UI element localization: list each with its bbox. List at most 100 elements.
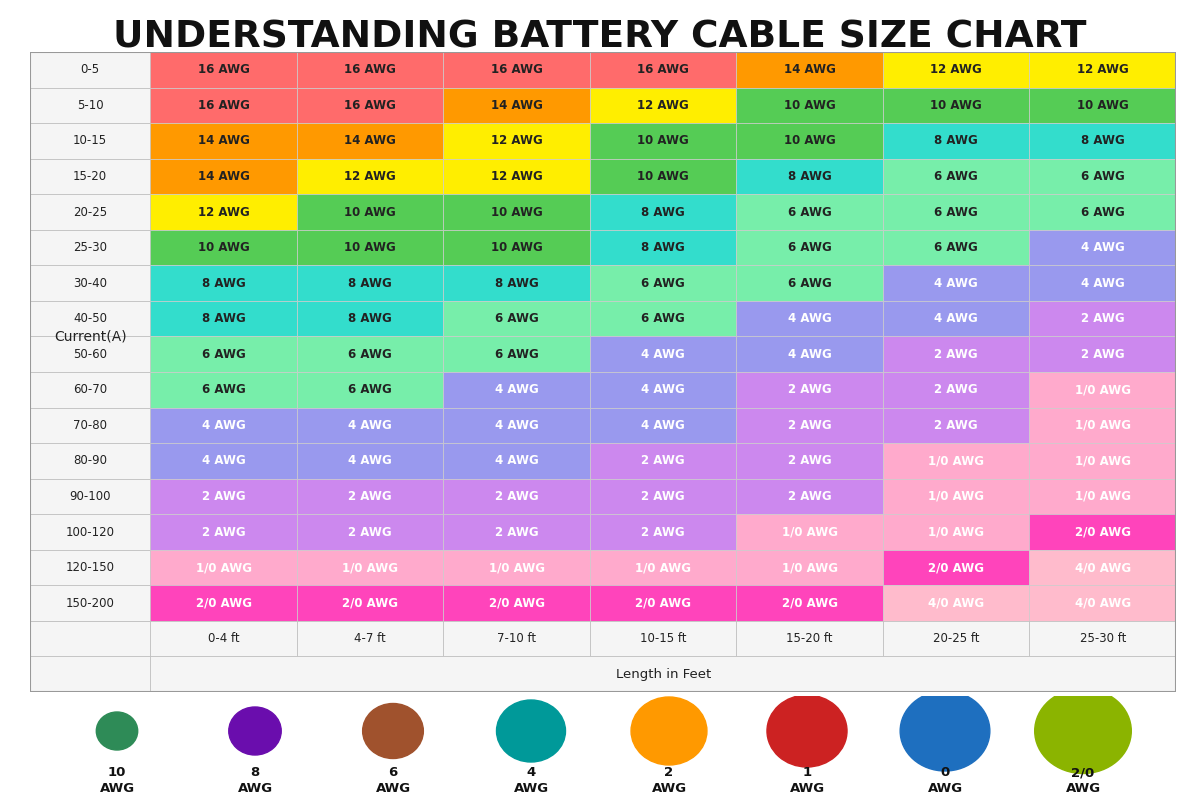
Bar [1030, 301, 1176, 337]
Bar [443, 621, 590, 657]
Bar [1030, 123, 1176, 158]
Text: 25-30 ft: 25-30 ft [1080, 632, 1126, 645]
Bar [1030, 194, 1176, 230]
Text: 16 AWG: 16 AWG [491, 63, 542, 76]
Text: 1: 1 [803, 766, 811, 779]
Text: AWG: AWG [100, 782, 134, 794]
Text: 1/0 AWG: 1/0 AWG [488, 561, 545, 574]
Text: 4/0 AWG: 4/0 AWG [1075, 561, 1130, 574]
Text: 12 AWG: 12 AWG [344, 170, 396, 183]
Text: 2 AWG: 2 AWG [641, 454, 685, 467]
Text: AWG: AWG [928, 782, 962, 794]
Bar [150, 87, 296, 123]
Text: 6: 6 [389, 766, 397, 779]
Bar [590, 514, 737, 550]
Text: 0: 0 [941, 766, 949, 779]
Text: 2 AWG: 2 AWG [1081, 312, 1124, 325]
Bar [737, 87, 883, 123]
Ellipse shape [631, 697, 707, 765]
Bar [590, 621, 737, 657]
Bar [590, 407, 737, 443]
Text: Current(A): Current(A) [54, 330, 126, 343]
Text: 1/0 AWG: 1/0 AWG [781, 561, 838, 574]
Bar [443, 514, 590, 550]
Bar [150, 621, 296, 657]
Text: 6 AWG: 6 AWG [641, 277, 685, 290]
Text: 4/0 AWG: 4/0 AWG [928, 597, 984, 610]
Text: 2 AWG: 2 AWG [788, 490, 832, 503]
Bar [737, 337, 883, 372]
Text: 14 AWG: 14 AWG [784, 63, 835, 76]
Text: 90-100: 90-100 [70, 490, 110, 503]
Bar [590, 301, 737, 337]
Bar [1030, 478, 1176, 514]
Text: 16 AWG: 16 AWG [344, 63, 396, 76]
Bar [443, 52, 590, 87]
Bar [30, 52, 150, 621]
Bar [883, 158, 1030, 194]
Bar [30, 657, 150, 692]
Text: 15-20: 15-20 [73, 170, 107, 183]
Text: 1/0 AWG: 1/0 AWG [342, 561, 398, 574]
Text: 4 AWG: 4 AWG [348, 454, 392, 467]
Text: 2 AWG: 2 AWG [1081, 348, 1124, 361]
Bar [883, 266, 1030, 301]
Bar [737, 550, 883, 586]
Text: 8 AWG: 8 AWG [641, 206, 685, 218]
Text: 10 AWG: 10 AWG [198, 241, 250, 254]
Bar [883, 87, 1030, 123]
Text: 4-7 ft: 4-7 ft [354, 632, 386, 645]
Bar [737, 372, 883, 407]
Text: 16 AWG: 16 AWG [344, 99, 396, 112]
Ellipse shape [497, 700, 565, 762]
Bar [296, 194, 443, 230]
Bar [296, 301, 443, 337]
Bar [590, 337, 737, 372]
Text: AWG: AWG [376, 782, 410, 794]
Bar [150, 301, 296, 337]
Bar [883, 514, 1030, 550]
Text: 2: 2 [665, 766, 673, 779]
Bar [30, 372, 150, 407]
Bar [590, 443, 737, 478]
Bar [296, 266, 443, 301]
Bar [443, 407, 590, 443]
Bar [150, 52, 296, 87]
Bar [150, 337, 296, 372]
Bar [443, 586, 590, 621]
Text: 2 AWG: 2 AWG [641, 526, 685, 538]
Bar [737, 621, 883, 657]
Text: 6 AWG: 6 AWG [935, 206, 978, 218]
Text: 2 AWG: 2 AWG [935, 348, 978, 361]
Bar [1030, 158, 1176, 194]
Text: 6 AWG: 6 AWG [788, 277, 832, 290]
Text: 4/0 AWG: 4/0 AWG [1075, 597, 1130, 610]
Bar [150, 194, 296, 230]
Bar [883, 621, 1030, 657]
Bar [443, 230, 590, 266]
Text: 2/0 AWG: 2/0 AWG [342, 597, 398, 610]
Text: 1/0 AWG: 1/0 AWG [1075, 454, 1130, 467]
Text: 4 AWG: 4 AWG [641, 348, 685, 361]
Text: 4 AWG: 4 AWG [641, 383, 685, 396]
Text: 4 AWG: 4 AWG [935, 312, 978, 325]
Bar [1030, 230, 1176, 266]
Bar [1030, 87, 1176, 123]
Text: 6 AWG: 6 AWG [494, 312, 539, 325]
Bar [296, 337, 443, 372]
Bar [30, 301, 150, 337]
Bar [443, 443, 590, 478]
Bar [443, 87, 590, 123]
Bar [590, 158, 737, 194]
Text: 2/0 AWG: 2/0 AWG [781, 597, 838, 610]
Text: 1/0 AWG: 1/0 AWG [1075, 383, 1130, 396]
Text: 4 AWG: 4 AWG [202, 454, 246, 467]
Text: 2 AWG: 2 AWG [788, 419, 832, 432]
Bar [30, 443, 150, 478]
Bar [443, 194, 590, 230]
Bar [30, 514, 150, 550]
Bar [1030, 586, 1176, 621]
Bar [30, 266, 150, 301]
Bar [737, 407, 883, 443]
Text: 2/0 AWG: 2/0 AWG [929, 561, 984, 574]
